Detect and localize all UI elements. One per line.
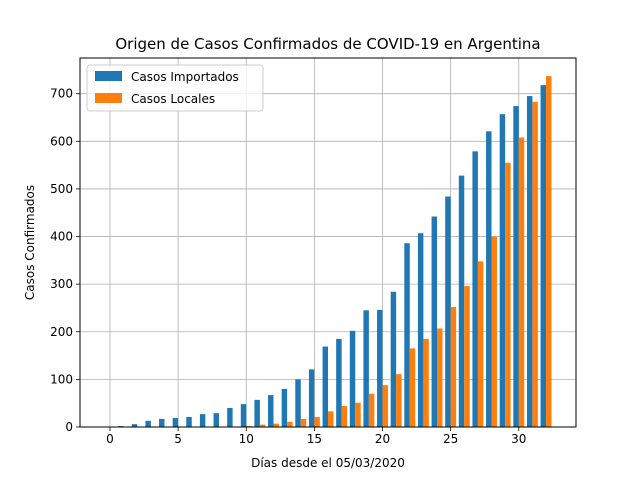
bar-casos-importados-8: [213, 413, 219, 427]
legend-box: [86, 64, 264, 112]
x-tick-label: 10: [239, 432, 254, 446]
bar-casos-importados-16: [322, 346, 328, 427]
bar-casos-locales-29: [505, 162, 511, 427]
legend-label-casos-importados: Casos Importados: [131, 70, 239, 84]
x-tick-label: 0: [106, 432, 114, 446]
bar-casos-locales-18: [355, 402, 361, 427]
bar-casos-importados-27: [472, 151, 478, 427]
bar-casos-importados-24: [431, 216, 438, 427]
x-axis-label: Días desde el 05/03/2020: [251, 456, 405, 470]
legend-swatch-casos-importados: [95, 71, 122, 81]
bar-casos-importados-19: [363, 310, 369, 427]
bar-casos-locales-13: [287, 421, 293, 427]
bar-casos-importados-11: [254, 399, 260, 427]
x-axis-ticks: 0 5 10 15 20 25 30: [106, 427, 526, 446]
bar-casos-locales-23: [423, 338, 429, 427]
bar-casos-importados-28: [486, 131, 492, 428]
x-tick-label: 20: [375, 432, 390, 446]
bar-casos-importados-31: [526, 96, 533, 427]
y-tick-label: 600: [50, 134, 73, 148]
bar-casos-locales-20: [382, 385, 388, 427]
bar-casos-locales-28: [491, 236, 497, 427]
x-tick-label: 25: [443, 432, 458, 446]
bar-casos-importados-13: [281, 388, 288, 427]
bar-casos-importados-15: [308, 369, 315, 427]
x-tick-label: 30: [511, 432, 526, 446]
bar-casos-importados-6: [186, 417, 192, 427]
bar-casos-importados-4: [159, 418, 165, 427]
bar-casos-locales-16: [328, 411, 334, 427]
bar-casos-importados-10: [240, 404, 247, 427]
y-tick-label: 0: [65, 420, 73, 434]
bar-casos-importados-29: [499, 114, 506, 427]
bar-casos-locales-11: [259, 424, 266, 427]
bar-casos-locales-15: [314, 417, 320, 427]
bar-casos-importados-20: [377, 309, 383, 427]
bar-casos-importados-3: [145, 420, 151, 427]
bar-casos-importados-17: [336, 338, 342, 427]
bar-casos-importados-5: [172, 417, 179, 427]
bar-casos-importados-22: [404, 243, 410, 427]
y-tick-label: 400: [50, 230, 73, 244]
bar-casos-locales-24: [437, 328, 443, 427]
y-tick-label: 700: [50, 87, 73, 101]
plot-frame: [79, 57, 577, 428]
legend: Casos Importados Casos Locales: [86, 64, 264, 112]
bar-casos-locales-32: [546, 76, 552, 428]
chart-title: Origen de Casos Confirmados de COVID-19 …: [115, 35, 540, 53]
bar-casos-locales-27: [477, 261, 484, 427]
bars: [104, 76, 552, 428]
bar-casos-importados-26: [458, 175, 465, 427]
y-tick-label: 200: [50, 325, 73, 339]
bar-casos-locales-12: [273, 423, 279, 427]
legend-swatch-casos-locales: [95, 93, 122, 103]
x-tick-label: 5: [174, 432, 182, 446]
bar-casos-locales-19: [368, 393, 375, 427]
bar-casos-locales-30: [518, 137, 525, 427]
bar-casos-importados-9: [227, 407, 233, 427]
bar-casos-importados-7: [199, 414, 206, 427]
bar-casos-importados-25: [445, 196, 451, 427]
y-tick-label: 500: [50, 182, 73, 196]
y-axis-label: Casos Confirmados: [23, 185, 37, 300]
bar-casos-importados-14: [295, 379, 301, 427]
bar-casos-importados-2: [131, 424, 138, 427]
bar-casos-locales-21: [396, 374, 402, 427]
bar-casos-importados-21: [390, 291, 397, 427]
bar-casos-importados-12: [268, 395, 274, 427]
bar-casos-importados-32: [540, 85, 547, 428]
bar-casos-importados-30: [513, 106, 519, 427]
bar-casos-locales-31: [532, 101, 538, 428]
bar-casos-importados-18: [349, 330, 356, 427]
x-tick-label: 15: [307, 432, 322, 446]
y-axis-ticks: 0 100 200 300 400 500 600 700: [50, 87, 80, 434]
bar-casos-locales-17: [341, 406, 348, 427]
bar-casos-importados-23: [417, 233, 424, 427]
y-tick-label: 300: [50, 277, 73, 291]
bar-casos-locales-26: [464, 286, 470, 427]
bar-casos-locales-25: [450, 307, 457, 427]
y-tick-label: 100: [50, 372, 73, 386]
bar-casos-locales-14: [300, 418, 307, 427]
legend-label-casos-locales: Casos Locales: [131, 92, 215, 106]
bar-casos-locales-22: [409, 348, 416, 427]
